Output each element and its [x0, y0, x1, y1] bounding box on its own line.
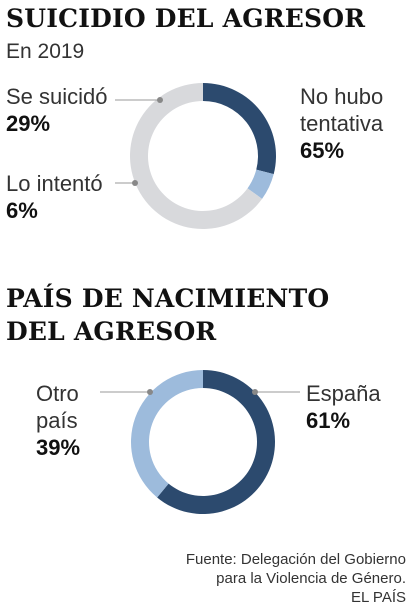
source-line-1: Fuente: Delegación del Gobierno	[185, 551, 406, 568]
chart2-title-line-1: PAÍS DE NACIMIENTO	[6, 284, 330, 313]
chart2-label-2-line-1: Otro	[36, 381, 79, 406]
chart1-value-3: 65%	[300, 138, 344, 163]
chart1-value-1: 29%	[6, 111, 50, 136]
chart2-slice-2	[131, 370, 203, 498]
chart1-subtitle: En 2019	[6, 40, 85, 63]
chart2-slice-1	[157, 370, 275, 514]
chart1-leader-dot-2	[132, 180, 138, 186]
chart1-leader-dot-1	[157, 97, 163, 103]
chart2-title-line-2: DEL AGRESOR	[6, 317, 217, 346]
source-line-2: para la Violencia de Género.	[216, 570, 406, 587]
chart1-title: SUICIDIO DEL AGRESOR	[6, 4, 366, 33]
source-note: Fuente: Delegación del Gobierno para la …	[186, 550, 406, 607]
chart2-title: PAÍS DE NACIMIENTO DEL AGRESOR	[6, 282, 329, 348]
chart1-label-3-line-2: tentativa	[300, 111, 384, 136]
chart1-label-1-line-1: Se suicidó	[6, 84, 108, 109]
chart2-label-2-line-2: país	[36, 408, 78, 433]
chart1-slice-2	[247, 169, 274, 199]
chart1-label-3-line-1: No hubo	[300, 84, 383, 109]
chart2-leader-dot-2	[147, 389, 153, 395]
chart1-label-2-line-1: Lo intentó	[6, 171, 103, 196]
chart2-leader-dot-1	[252, 389, 258, 395]
chart1-slice-1	[203, 83, 276, 175]
brand-credit: EL PAÍS	[350, 589, 406, 606]
chart1-value-2: 6%	[6, 198, 38, 223]
chart2-label-1-line-1: España	[306, 381, 381, 406]
chart2-value-1: 61%	[306, 408, 350, 433]
chart2-value-2: 39%	[36, 435, 80, 460]
